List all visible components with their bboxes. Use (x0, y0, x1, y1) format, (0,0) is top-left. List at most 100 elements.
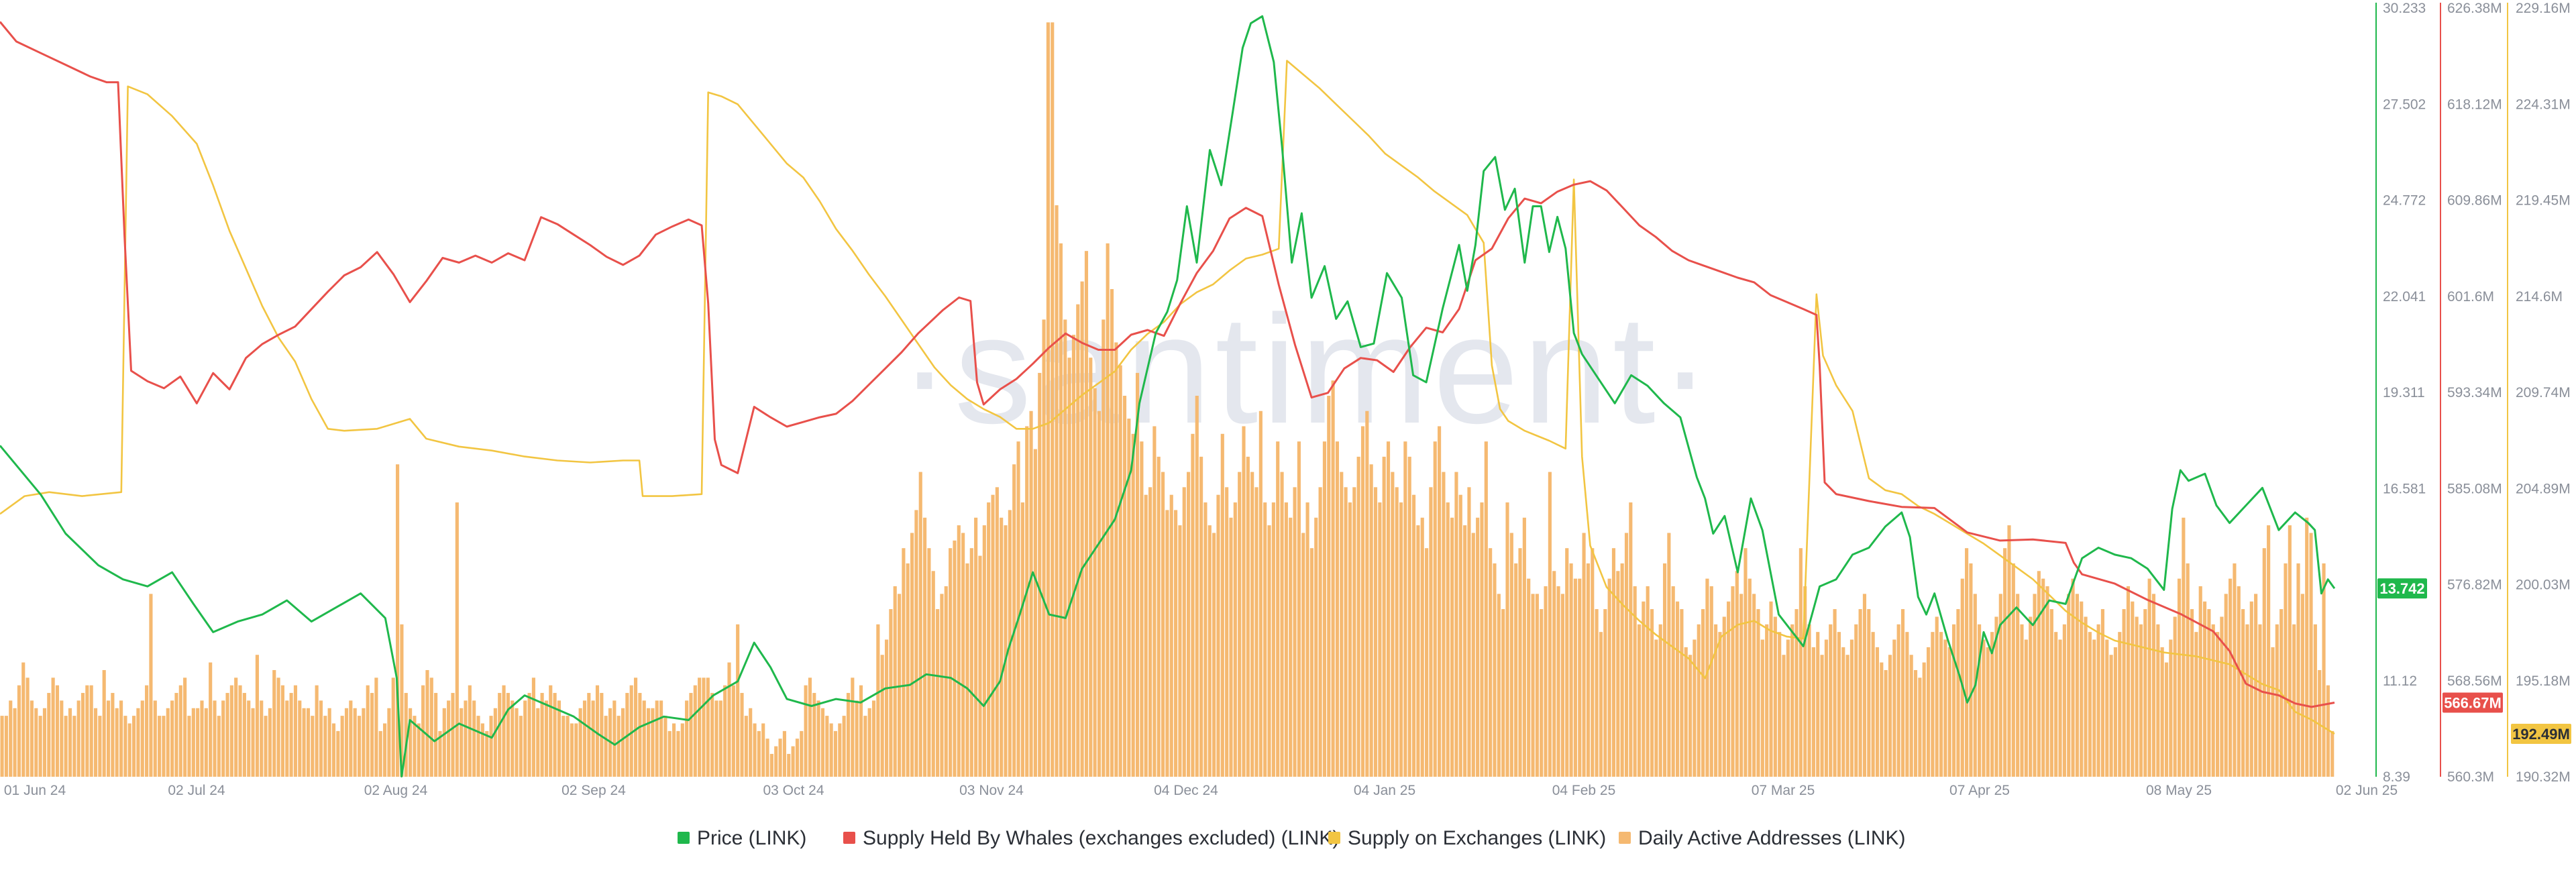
daa-bar (1582, 533, 1586, 777)
daa-bar (1667, 533, 1671, 777)
daa-bar (1391, 472, 1395, 777)
daa-bar (468, 685, 472, 777)
exchanges-axis-tick: 209.74M (2516, 385, 2571, 400)
daa-bar (1429, 487, 1433, 777)
daa-bar (2249, 601, 2253, 777)
daa-bar (213, 700, 217, 777)
daa-bar (1080, 281, 1084, 777)
daa-bar (2071, 578, 2075, 777)
daa-bar (2326, 685, 2330, 777)
daa-bar (1701, 609, 1705, 777)
daa-bar (855, 700, 859, 777)
daa-bar (9, 700, 13, 777)
daa-bar (2322, 563, 2326, 777)
daa-bar (1731, 586, 1735, 777)
daa-bar (25, 677, 30, 777)
whales-axis-tick: 585.08M (2447, 481, 2502, 496)
exchanges-value-badge (2511, 724, 2571, 744)
daa-bar (923, 517, 927, 777)
daa-bar (2058, 639, 2062, 777)
daa-legend-label: Daily Active Addresses (LINK) (1638, 827, 1905, 849)
daa-bar (987, 502, 991, 777)
daa-bar (438, 730, 442, 777)
daa-bar (1318, 487, 1322, 777)
daa-bar (2075, 594, 2079, 777)
daa-bar (2292, 624, 2296, 777)
daa-bar (1284, 502, 1288, 777)
daa-bar (1476, 517, 1480, 777)
whales-axis-tick: 560.3M (2447, 769, 2494, 785)
daa-bar (723, 685, 727, 777)
daa-bar (425, 669, 429, 777)
daa-bar (2007, 525, 2011, 777)
daa-bar (1773, 616, 1777, 777)
daa-bar (2045, 586, 2049, 777)
daa-bar (127, 723, 131, 777)
daa-bar (1965, 548, 1969, 777)
daa-bar (349, 700, 353, 777)
daa-bar (2224, 594, 2228, 777)
daa-bar (1642, 601, 1646, 777)
whales-axis-tick: 601.6M (2447, 289, 2494, 305)
daa-bar (740, 693, 744, 777)
daa-bar (1169, 494, 1173, 777)
daa-bar (1752, 594, 1756, 777)
daa-bar (2160, 647, 2164, 777)
daa-bar (757, 730, 761, 777)
daa-bar (536, 708, 540, 777)
daa-bar (808, 677, 812, 777)
daa-bar (1611, 548, 1616, 777)
daa-bar (736, 624, 740, 777)
daa-bar (1654, 639, 1658, 777)
daa-bar (1718, 632, 1722, 777)
daa-bar (1020, 502, 1024, 777)
price-axis-tick: 11.12 (2383, 673, 2417, 689)
daa-bar (2284, 563, 2288, 777)
daa-bar (1157, 456, 1161, 777)
daa-bar (115, 708, 119, 777)
daa-bar (276, 677, 280, 777)
daa-bar (1025, 426, 1029, 777)
daa-bar (1684, 647, 1688, 777)
daa-bar (1382, 456, 1386, 777)
daa-bar (455, 502, 459, 777)
daa-bar (2122, 609, 2126, 777)
daa-bar (2220, 616, 2224, 777)
daa-bar (2126, 586, 2131, 777)
daa-bar (953, 540, 957, 777)
daa-bar (795, 739, 799, 777)
daa-bar (1637, 624, 1642, 777)
daa-bar (1867, 609, 1871, 777)
daa-bar (409, 708, 413, 777)
price-line (0, 15, 2336, 777)
daa-bar (1046, 22, 1050, 777)
daa-bar (706, 677, 710, 777)
daa-bar (1820, 655, 1824, 777)
daa-bar (442, 708, 446, 777)
daa-bar (187, 716, 191, 777)
daa-bar (1267, 525, 1271, 777)
daa-bar (2164, 662, 2169, 777)
daa-bar (293, 685, 298, 777)
daa-bar (404, 693, 408, 777)
daa-bar (1586, 563, 1591, 777)
daa-bar (2330, 730, 2334, 777)
daa-bar (196, 708, 200, 777)
daa-bar (2135, 616, 2139, 777)
daa-bar (0, 716, 4, 777)
daa-bar (1998, 594, 2002, 777)
daa-bar (2100, 609, 2105, 777)
daa-bar (1552, 571, 1556, 777)
daa-bar (1199, 456, 1203, 777)
daa-bar (1038, 372, 1042, 777)
daa-bar (672, 723, 676, 777)
daa-bar (2169, 639, 2173, 777)
daa-bar (378, 730, 382, 777)
daa-bar (1658, 624, 1662, 777)
daa-bar (417, 723, 421, 777)
daa-bar (2275, 624, 2279, 777)
daa-bar (1849, 639, 1854, 777)
daa-bar (238, 685, 242, 777)
daa-bar (2020, 624, 2024, 777)
daa-bar (1926, 647, 1931, 777)
